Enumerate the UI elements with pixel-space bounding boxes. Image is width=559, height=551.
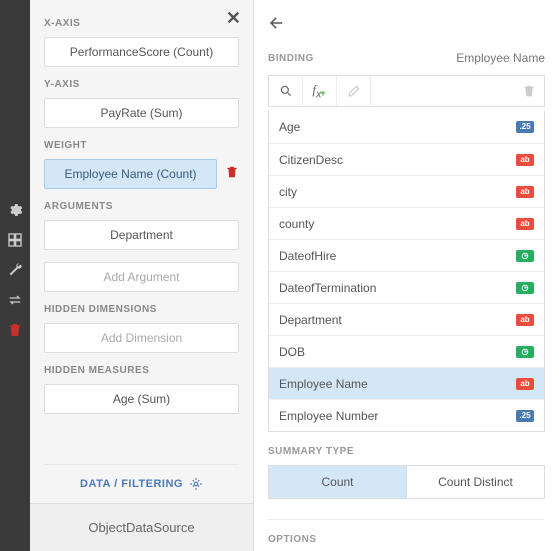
yaxis-pill[interactable]: PayRate (Sum) [44,98,239,128]
field-row[interactable]: Employee Name ab [269,367,544,399]
field-row[interactable]: city ab [269,175,544,207]
search-icon[interactable] [269,76,303,106]
field-row[interactable]: DateofTermination ◷ [269,271,544,303]
icon-sidebar [0,0,30,551]
summary-type-label: SUMMARY TYPE [268,446,545,457]
field-row[interactable]: DateofHire ◷ [269,239,544,271]
swap-icon[interactable] [0,285,30,315]
summary-count-button[interactable]: Count [269,466,407,498]
wrench-icon[interactable] [0,255,30,285]
data-items-panel: ✕ X-AXIS PerformanceScore (Count) Y-AXIS… [30,0,254,551]
binding-section-label: BINDING [268,53,314,64]
xaxis-label: X-AXIS [44,18,239,29]
field-row[interactable]: Department ab [269,303,544,335]
field-type-badge: ◷ [516,346,534,358]
field-type-badge: .25 [516,121,534,133]
xaxis-pill[interactable]: PerformanceScore (Count) [44,37,239,67]
gear-icon[interactable] [0,195,30,225]
options-section-label: OPTIONS [268,519,545,545]
gear-icon [189,477,203,491]
field-label: city [279,185,297,199]
field-type-badge: .25 [516,410,534,422]
field-type-badge: ab [516,314,534,326]
edit-icon[interactable] [337,76,371,106]
field-toolbar: fx+ [268,75,545,107]
data-filtering-label: DATA / FILTERING [80,478,183,490]
hidden-measure-pill[interactable]: Age (Sum) [44,384,239,414]
delete-icon[interactable] [0,315,30,345]
weight-pill[interactable]: Employee Name (Count) [44,159,217,189]
fx-icon[interactable]: fx+ [303,76,337,106]
weight-label: WEIGHT [44,140,239,151]
field-type-badge: ab [516,378,534,390]
field-row[interactable]: CitizenDesc ab [269,143,544,175]
add-dimension-button[interactable]: Add Dimension [44,323,239,353]
field-label: Age [279,120,300,134]
argument-pill[interactable]: Department [44,220,239,250]
weight-delete-icon[interactable] [225,165,239,184]
field-label: Employee Number [279,409,378,423]
field-label: DateofHire [279,249,336,263]
field-label: county [279,217,314,231]
field-row[interactable]: county ab [269,207,544,239]
add-argument-button[interactable]: Add Argument [44,262,239,292]
toolbar-delete-icon[interactable] [514,84,544,98]
field-label: CitizenDesc [279,153,343,167]
yaxis-label: Y-AXIS [44,79,239,90]
binding-name: Employee Name [456,51,545,65]
field-type-badge: ◷ [516,282,534,294]
field-type-badge: ab [516,186,534,198]
hidden-dimensions-label: HIDDEN DIMENSIONS [44,304,239,315]
summary-type-buttons: Count Count Distinct [268,465,545,499]
field-type-badge: ab [516,218,534,230]
field-type-badge: ◷ [516,250,534,262]
field-list: Age .25 CitizenDesc ab city ab county ab DateofH… [268,111,545,432]
field-label: Employee Name [279,377,368,391]
arguments-label: ARGUMENTS [44,201,239,212]
field-label: Department [279,313,342,327]
layout-icon[interactable] [0,225,30,255]
field-label: DateofTermination [279,281,376,295]
close-icon[interactable]: ✕ [226,8,241,29]
hidden-measures-label: HIDDEN MEASURES [44,365,239,376]
back-arrow-icon[interactable] [268,14,545,37]
field-row[interactable]: DOB ◷ [269,335,544,367]
summary-distinct-button[interactable]: Count Distinct [407,466,544,498]
field-type-badge: ab [516,154,534,166]
field-row[interactable]: Employee Number .25 [269,399,544,431]
binding-panel: BINDING Employee Name fx+ Age .25 CitizenD… [254,0,559,551]
field-row[interactable]: Age .25 [269,111,544,143]
field-label: DOB [279,345,305,359]
datasource-button[interactable]: ObjectDataSource [30,503,253,551]
data-filtering-button[interactable]: DATA / FILTERING [44,464,239,503]
